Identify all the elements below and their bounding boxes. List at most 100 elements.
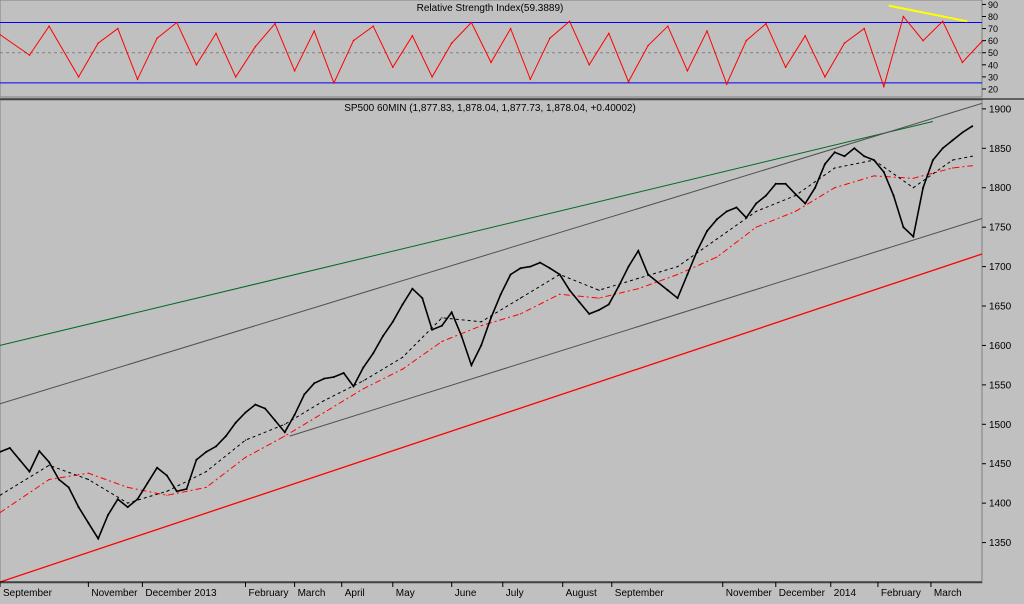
price-point: [0, 450, 1, 453]
price-point: [863, 155, 866, 158]
slow-ma-point: [951, 167, 954, 169]
price-point: [97, 537, 100, 540]
price-point: [725, 210, 728, 213]
rsi-point: [352, 39, 355, 42]
price-point: [303, 393, 306, 396]
price-point: [656, 281, 659, 284]
fast-ma-point: [87, 478, 89, 481]
rsi-point: [568, 20, 571, 23]
fast-ma-point: [402, 356, 404, 358]
rsi-point: [686, 70, 689, 72]
price-y-tick-label: 1650: [989, 302, 1012, 313]
price-point: [882, 171, 885, 173]
rsi-y-tick-label: 90: [988, 0, 998, 10]
price-point: [548, 267, 551, 270]
price-point: [431, 328, 434, 331]
slow-ma-point: [519, 313, 522, 315]
price-point: [568, 289, 571, 292]
price-point: [774, 182, 777, 185]
fast-ma-point: [48, 464, 50, 466]
price-panel: SP500 60MIN (1,877.83, 1,878.04, 1,877.7…: [0, 99, 1012, 599]
fast-ma-point: [912, 187, 914, 189]
rsi-point: [588, 64, 590, 66]
fast-ma-point: [127, 502, 129, 504]
slow-ma-point: [127, 486, 129, 488]
price-point: [696, 249, 699, 252]
fast-ma-point: [244, 439, 247, 441]
price-y-tick-label: 1800: [989, 183, 1012, 194]
price-y-tick-label: 1900: [989, 104, 1012, 115]
rsi-series-line: [0, 15, 983, 89]
price-y-tick-label: 1450: [989, 459, 1012, 470]
price-point: [116, 498, 119, 501]
price-point: [313, 382, 316, 385]
rsi-point: [156, 37, 158, 39]
fast-ma-point: [519, 297, 522, 299]
rsi-point: [941, 20, 944, 23]
price-point: [745, 216, 748, 219]
price-point: [627, 265, 630, 268]
price-point: [165, 474, 168, 477]
slow-ma-point: [166, 494, 168, 496]
rsi-point: [0, 33, 1, 36]
rsi-point: [392, 66, 394, 68]
price-point: [470, 364, 473, 367]
rsi-point: [136, 78, 139, 81]
price-point: [961, 131, 964, 134]
price-point: [539, 261, 542, 264]
price-point: [136, 498, 139, 501]
price-y-tick-label: 1400: [989, 499, 1012, 510]
rsi-point: [48, 25, 50, 28]
price-point: [244, 411, 247, 414]
price-x-tick-label: November: [91, 588, 138, 599]
rsi-yellow-trendline: [888, 4, 968, 23]
price-y-tick-label: 1700: [989, 262, 1012, 273]
price-point: [205, 450, 208, 453]
rsi-point: [961, 61, 964, 64]
fast-ma-point: [677, 266, 679, 268]
rsi-guides: [0, 22, 982, 84]
price-point: [107, 514, 109, 516]
price-y-tick-label: 1750: [989, 223, 1012, 234]
price-point: [843, 155, 846, 158]
rsi-point: [765, 22, 767, 25]
price-point: [706, 230, 708, 233]
price-point: [676, 297, 679, 300]
price-point: [411, 287, 414, 290]
fast-ma-point: [166, 490, 168, 492]
slow-ma-point: [362, 388, 364, 390]
rsi-point: [863, 27, 865, 30]
rsi-point: [274, 22, 276, 25]
rsi-point: [411, 35, 414, 37]
price-line: [0, 125, 973, 541]
price-y-tick-label: 1550: [989, 380, 1012, 391]
rsi-plot-area: [0, 0, 983, 98]
price-x-tick-label: February: [249, 588, 289, 599]
rsi-point: [195, 64, 198, 66]
price-point: [126, 506, 129, 509]
price-point: [490, 316, 492, 319]
fast-ma-point: [637, 277, 639, 279]
price-point: [607, 303, 610, 306]
fast-ma-point: [598, 289, 600, 291]
fast-ma-point: [755, 210, 757, 212]
rsi-point: [234, 76, 237, 78]
rsi-point: [706, 30, 708, 32]
price-point: [804, 202, 807, 205]
price-point: [873, 159, 875, 162]
price-point: [234, 421, 237, 424]
slow-ma-point: [677, 273, 679, 276]
price-point: [755, 202, 758, 205]
rsi-point: [176, 21, 178, 24]
rsi-point: [77, 76, 80, 78]
price-y-tick-label: 1500: [989, 420, 1012, 431]
fast-ma-point: [716, 238, 718, 240]
price-point: [686, 273, 689, 276]
rsi-point: [470, 21, 473, 24]
rsi-series: [0, 4, 983, 89]
rsi-y-tick-label: 70: [988, 24, 998, 34]
fast-ma-point: [441, 317, 443, 319]
rsi-point: [804, 35, 806, 37]
price-point: [264, 407, 267, 410]
rsi-point: [450, 42, 453, 44]
